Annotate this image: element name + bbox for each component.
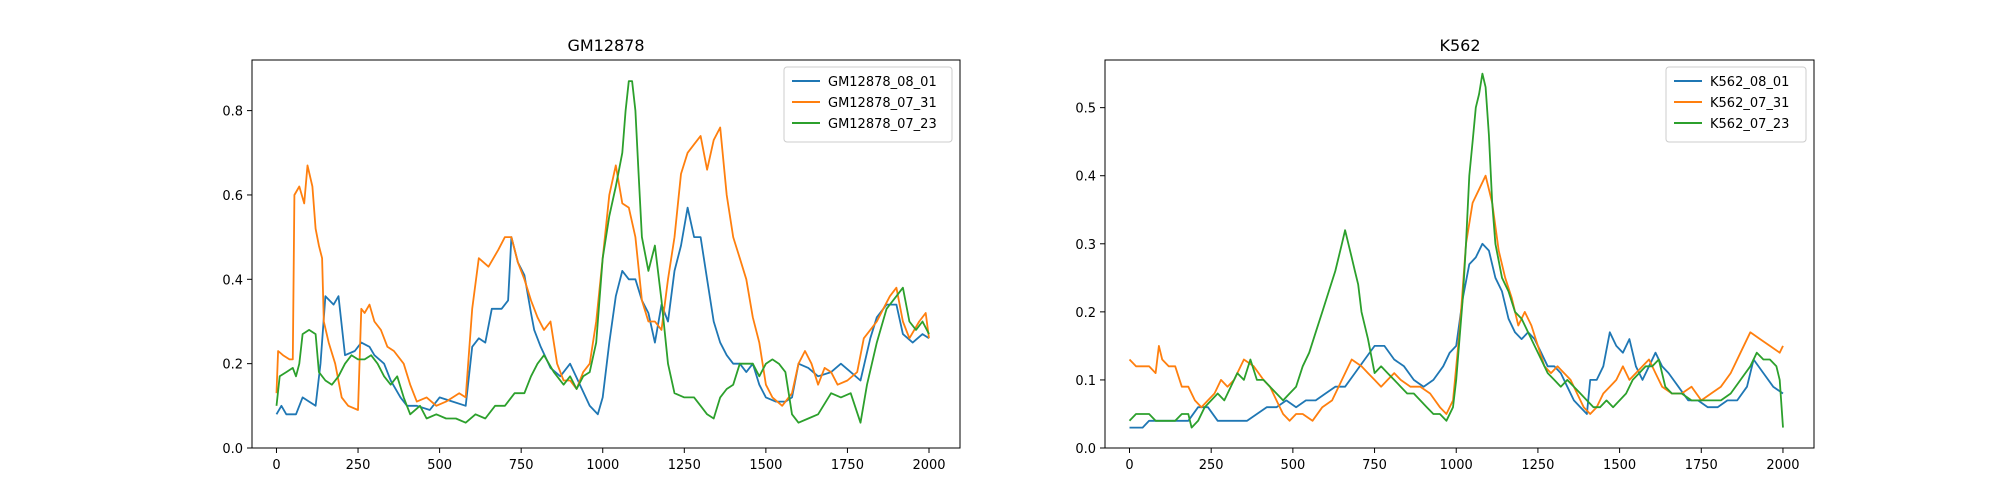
chart-k562: K562 0 250 500 750 1000 1250 1500 1750 2000 0.0 0.…	[1075, 36, 1815, 473]
plot-area	[1128, 72, 1784, 429]
y-tick-label: 0.5	[1075, 102, 1096, 117]
x-tick-label: 250	[1199, 458, 1224, 473]
y-tick-label: 0.3	[1075, 238, 1096, 253]
x-tick-label: 1250	[1521, 458, 1554, 473]
chart-title: K562	[1439, 36, 1480, 55]
x-tick-label: 0	[1125, 458, 1133, 473]
legend: K562_08_01 K562_07_31 K562_07_23	[1665, 66, 1807, 143]
axes-frame	[251, 59, 961, 449]
legend-label: GM12878_07_23	[828, 117, 937, 132]
x-tick-label: 1500	[749, 458, 782, 473]
series-line-GM12878_08_01	[275, 206, 930, 416]
series-line-GM12878_07_31	[275, 126, 930, 411]
x-tick-label: 2000	[912, 458, 945, 473]
x-tick-label: 1000	[1440, 458, 1473, 473]
chart-gm12878: GM12878 0 250 500 750 1000 1250 1500 1750 2000 0.…	[222, 36, 961, 473]
y-tick-label: 0.4	[222, 273, 243, 288]
x-tick-label: 1750	[831, 458, 864, 473]
x-tick-label: 1000	[586, 458, 619, 473]
series-line-GM12878_07_23	[275, 80, 930, 424]
x-tick-label: 250	[346, 458, 371, 473]
y-tick-label: 0.2	[222, 358, 243, 373]
legend: GM12878_08_01 GM12878_07_31 GM12878_07_23	[783, 66, 953, 143]
legend-label: GM12878_07_31	[828, 96, 937, 111]
axes-frame	[1104, 59, 1815, 449]
y-tick-label: 0.1	[1075, 374, 1096, 389]
x-tick-label: 500	[1280, 458, 1305, 473]
chart-title: GM12878	[567, 36, 644, 55]
series-line-K562_07_23	[1128, 72, 1784, 429]
legend-label: K562_07_31	[1710, 96, 1789, 111]
x-tick-label: 1750	[1685, 458, 1718, 473]
x-tick-label: 1250	[668, 458, 701, 473]
x-tick-label: 2000	[1766, 458, 1799, 473]
y-tick-label: 0.0	[1075, 442, 1096, 457]
legend-box	[783, 66, 953, 143]
series-line-K562_07_31	[1128, 174, 1784, 422]
x-tick-label: 1500	[1603, 458, 1636, 473]
legend-label: K562_08_01	[1710, 75, 1789, 90]
series-line-K562_08_01	[1129, 242, 1784, 429]
y-tick-label: 0.6	[222, 189, 243, 204]
legend-label: GM12878_08_01	[828, 75, 937, 90]
x-tick-label: 0	[272, 458, 280, 473]
y-tick-label: 0.2	[1075, 306, 1096, 321]
plot-area	[275, 80, 930, 424]
x-tick-label: 500	[427, 458, 452, 473]
legend-label: K562_07_23	[1710, 117, 1789, 132]
y-tick-label: 0.8	[222, 105, 243, 120]
y-tick-label: 0.4	[1075, 170, 1096, 185]
x-tick-label: 750	[509, 458, 534, 473]
x-tick-label: 750	[1362, 458, 1387, 473]
y-tick-label: 0.0	[222, 442, 243, 457]
